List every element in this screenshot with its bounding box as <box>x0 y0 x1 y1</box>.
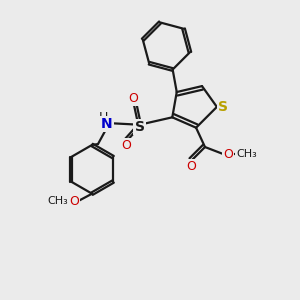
Text: CH₃: CH₃ <box>236 149 257 160</box>
Text: O: O <box>129 92 139 105</box>
Text: H: H <box>98 111 108 124</box>
Text: O: O <box>223 148 233 161</box>
Text: O: O <box>186 160 196 173</box>
Text: N: N <box>101 117 113 131</box>
Text: CH₃: CH₃ <box>47 196 68 206</box>
Text: S: S <box>218 100 228 114</box>
Text: O: O <box>121 139 131 152</box>
Text: S: S <box>135 120 145 134</box>
Text: O: O <box>69 195 79 208</box>
